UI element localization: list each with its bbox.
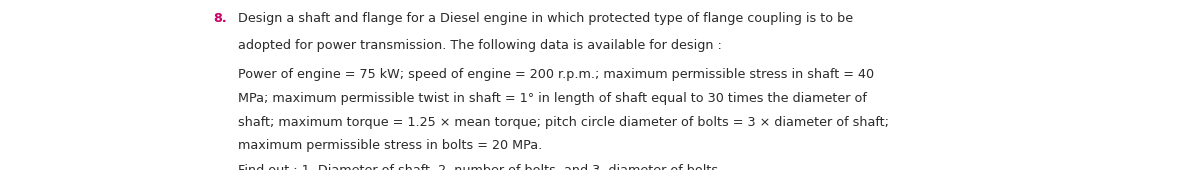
Text: MPa; maximum permissible twist in shaft = 1° in length of shaft equal to 30 time: MPa; maximum permissible twist in shaft … xyxy=(238,92,866,105)
Text: 8.: 8. xyxy=(214,12,227,25)
Text: Design a shaft and flange for a Diesel engine in which protected type of flange : Design a shaft and flange for a Diesel e… xyxy=(238,12,853,25)
Text: Power of engine = 75 kW; speed of engine = 200 r.p.m.; maximum permissible stres: Power of engine = 75 kW; speed of engine… xyxy=(238,68,874,81)
Text: adopted for power transmission. The following data is available for design :: adopted for power transmission. The foll… xyxy=(238,39,721,52)
Text: shaft; maximum torque = 1.25 × mean torque; pitch circle diameter of bolts = 3 ×: shaft; maximum torque = 1.25 × mean torq… xyxy=(238,116,888,129)
Text: maximum permissible stress in bolts = 20 MPa.: maximum permissible stress in bolts = 20… xyxy=(238,139,542,152)
Text: Find out : 1. Diameter of shaft, 2. number of bolts, and 3. diameter of bolts.: Find out : 1. Diameter of shaft, 2. numb… xyxy=(238,164,722,170)
